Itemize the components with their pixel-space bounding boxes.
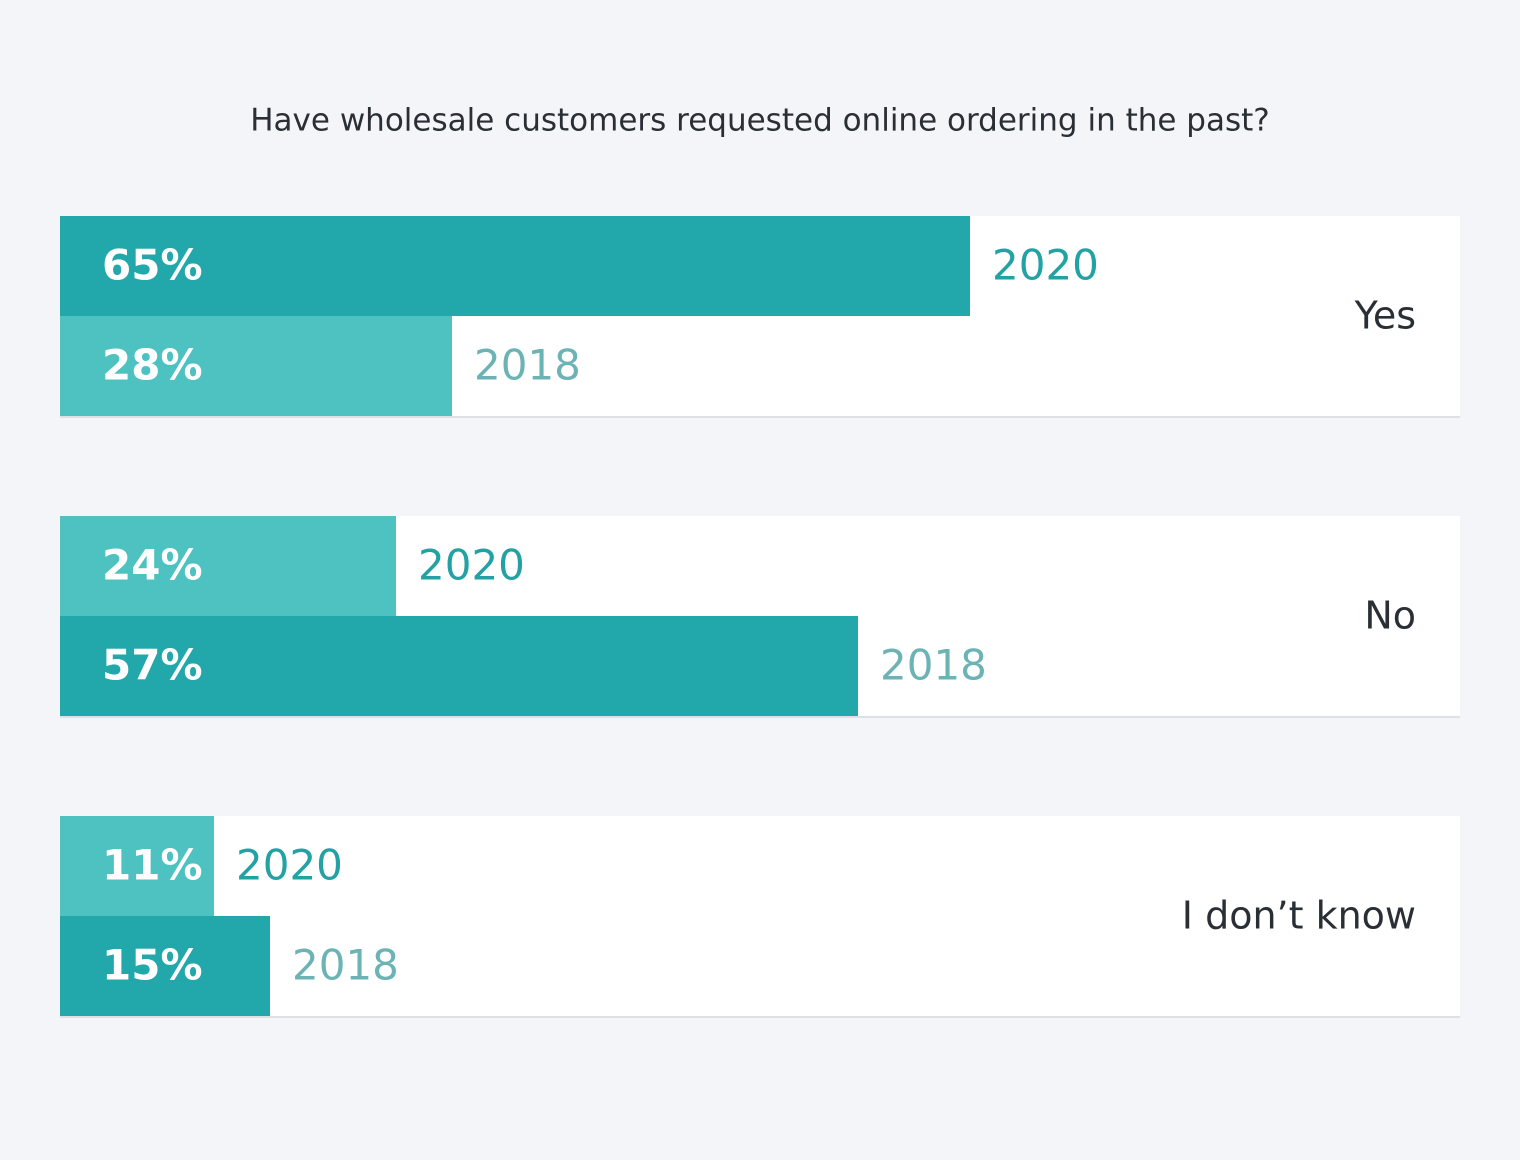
bar [60, 916, 270, 1016]
bar [60, 816, 214, 916]
value-label: 28% [102, 341, 203, 390]
bar [60, 516, 396, 616]
category-label: Yes [1354, 294, 1416, 338]
bar [60, 616, 858, 716]
year-label: 2018 [292, 941, 399, 990]
year-label: 2020 [992, 241, 1099, 290]
panel [60, 816, 1460, 1016]
year-label: 2020 [418, 541, 525, 590]
year-label: 2018 [474, 341, 581, 390]
category-label: I don’t know [1182, 894, 1416, 938]
value-label: 24% [102, 541, 203, 590]
value-label: 11% [102, 841, 203, 890]
year-label: 2018 [880, 641, 987, 690]
chart-title: Have wholesale customers requested onlin… [250, 103, 1270, 139]
category-label: No [1364, 594, 1416, 638]
value-label: 65% [102, 241, 203, 290]
year-label: 2020 [236, 841, 343, 890]
bar [60, 316, 452, 416]
value-label: 57% [102, 641, 203, 690]
value-label: 15% [102, 941, 203, 990]
bar [60, 216, 970, 316]
